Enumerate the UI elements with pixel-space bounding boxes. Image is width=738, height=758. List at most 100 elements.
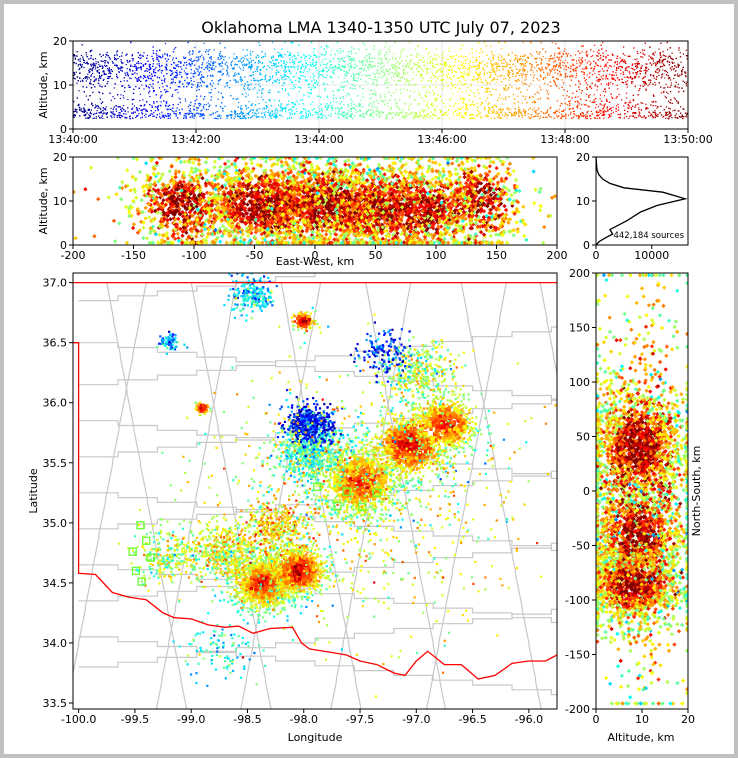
time-height-source [468, 63, 470, 65]
time-height-source [663, 115, 665, 117]
time-height-source [274, 63, 276, 65]
time-height-source [372, 61, 374, 63]
time-height-source [172, 59, 174, 61]
time-height-source [104, 112, 106, 114]
time-height-source [553, 56, 555, 59]
time-height-source [235, 63, 237, 65]
time-height-source [319, 70, 321, 72]
time-height-source [305, 59, 307, 62]
time-height-source [438, 76, 440, 78]
time-height-source [383, 83, 386, 85]
time-height-source [418, 65, 421, 67]
time-height-source [149, 96, 151, 98]
time-height-source [475, 56, 478, 59]
time-height-source [178, 97, 180, 99]
time-height-source [251, 103, 254, 105]
time-height-source [474, 65, 476, 68]
time-height-source [483, 69, 485, 72]
time-height-source [558, 111, 561, 113]
time-height-source [529, 117, 531, 120]
time-height-source [680, 61, 682, 63]
time-height-source [682, 108, 684, 110]
time-height-source [293, 65, 295, 67]
time-height-source [685, 85, 688, 87]
time-height-source [380, 72, 382, 74]
time-height-source [157, 57, 159, 59]
time-height-source [667, 92, 669, 95]
time-height-source [442, 70, 444, 72]
time-height-source [566, 55, 568, 57]
time-height-source [418, 91, 420, 93]
time-height-source [556, 114, 558, 116]
time-height-source [306, 116, 308, 119]
time-height-source [570, 111, 572, 113]
time-height-source [498, 109, 500, 111]
time-height-source [107, 70, 109, 72]
time-height-source [621, 99, 623, 101]
time-height-source [365, 61, 367, 63]
time-height-source [440, 110, 442, 112]
time-height-source [653, 112, 655, 114]
time-height-source [540, 116, 542, 118]
time-height-source [461, 61, 463, 63]
time-height-source [538, 79, 540, 81]
time-height-source [271, 57, 273, 59]
time-height-source [365, 113, 367, 115]
time-height-source [185, 100, 187, 102]
time-height-source [484, 91, 486, 93]
time-height-source [448, 69, 450, 71]
time-height-source [270, 78, 272, 80]
time-height-source [546, 91, 548, 93]
time-height-source [524, 111, 526, 113]
time-height-source [312, 51, 315, 53]
time-height-source [284, 88, 287, 90]
time-height-source [196, 99, 198, 101]
time-height-source [501, 103, 503, 105]
time-height-source [167, 90, 169, 93]
time-height-source [660, 92, 662, 94]
time-height-source [224, 105, 226, 107]
time-height-source [93, 63, 95, 65]
time-height-source [477, 102, 479, 104]
time-height-source [585, 78, 587, 81]
time-height-source [334, 69, 336, 71]
time-height-source [151, 105, 153, 107]
time-height-source [313, 86, 315, 88]
time-height-source [95, 116, 97, 118]
time-height-source [624, 60, 627, 62]
time-height-source [304, 68, 306, 70]
time-height-source [258, 61, 260, 63]
time-height-source [652, 117, 654, 119]
time-height-source [120, 94, 122, 96]
time-height-source [531, 69, 533, 71]
time-height-source [275, 113, 277, 115]
time-height-source [262, 62, 264, 64]
time-height-source [581, 68, 583, 70]
time-height-source [149, 75, 151, 77]
time-height-source [670, 79, 672, 81]
time-height-source [264, 108, 266, 110]
time-height-source [366, 70, 368, 72]
time-height-source [201, 109, 203, 111]
time-height-source [495, 81, 497, 84]
time-height-source [620, 69, 622, 71]
time-height-source [662, 63, 665, 65]
time-height-source [667, 114, 669, 116]
time-height-source [380, 96, 382, 98]
time-height-source [413, 91, 415, 93]
time-height-source [372, 72, 374, 74]
time-height-source [570, 76, 572, 78]
time-height-source [230, 65, 232, 67]
time-height-source [158, 105, 160, 107]
time-height-source [360, 99, 362, 101]
time-height-source [192, 51, 194, 53]
time-height-source [384, 93, 386, 95]
time-height-source [575, 77, 577, 79]
time-height-source [161, 111, 163, 113]
time-height-source [88, 114, 90, 116]
time-height-source [465, 90, 467, 93]
time-height-source [510, 60, 512, 62]
time-height-source [556, 78, 558, 80]
time-height-source [246, 108, 248, 110]
time-height-source [671, 52, 673, 54]
